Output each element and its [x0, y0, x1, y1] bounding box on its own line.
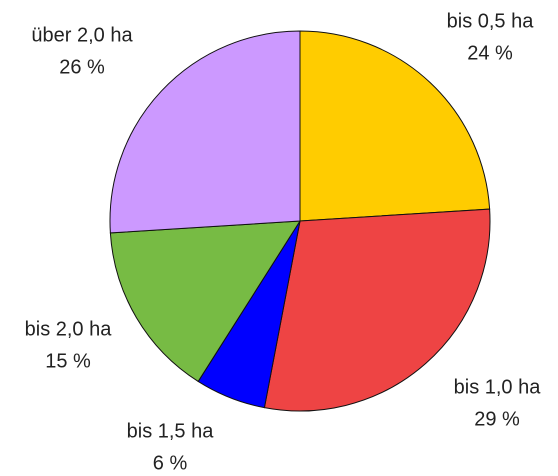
slice-label: bis 1,5 ha: [127, 420, 215, 442]
value-label: 6 %: [153, 452, 188, 474]
wedge: [109, 220, 301, 383]
wedge: [263, 208, 491, 412]
slice-label: bis 0,5 ha: [447, 10, 535, 32]
value-label: 29 %: [474, 408, 520, 430]
wedge: [299, 30, 491, 222]
slice-label: bis 2,0 ha: [25, 318, 113, 340]
value-label: 15 %: [45, 350, 91, 372]
slice-label: über 2,0 ha: [31, 24, 133, 46]
wedge: [109, 30, 301, 234]
value-label: 24 %: [467, 42, 513, 64]
slice-label: bis 1,0 ha: [454, 376, 542, 398]
value-label: 26 %: [59, 56, 105, 78]
